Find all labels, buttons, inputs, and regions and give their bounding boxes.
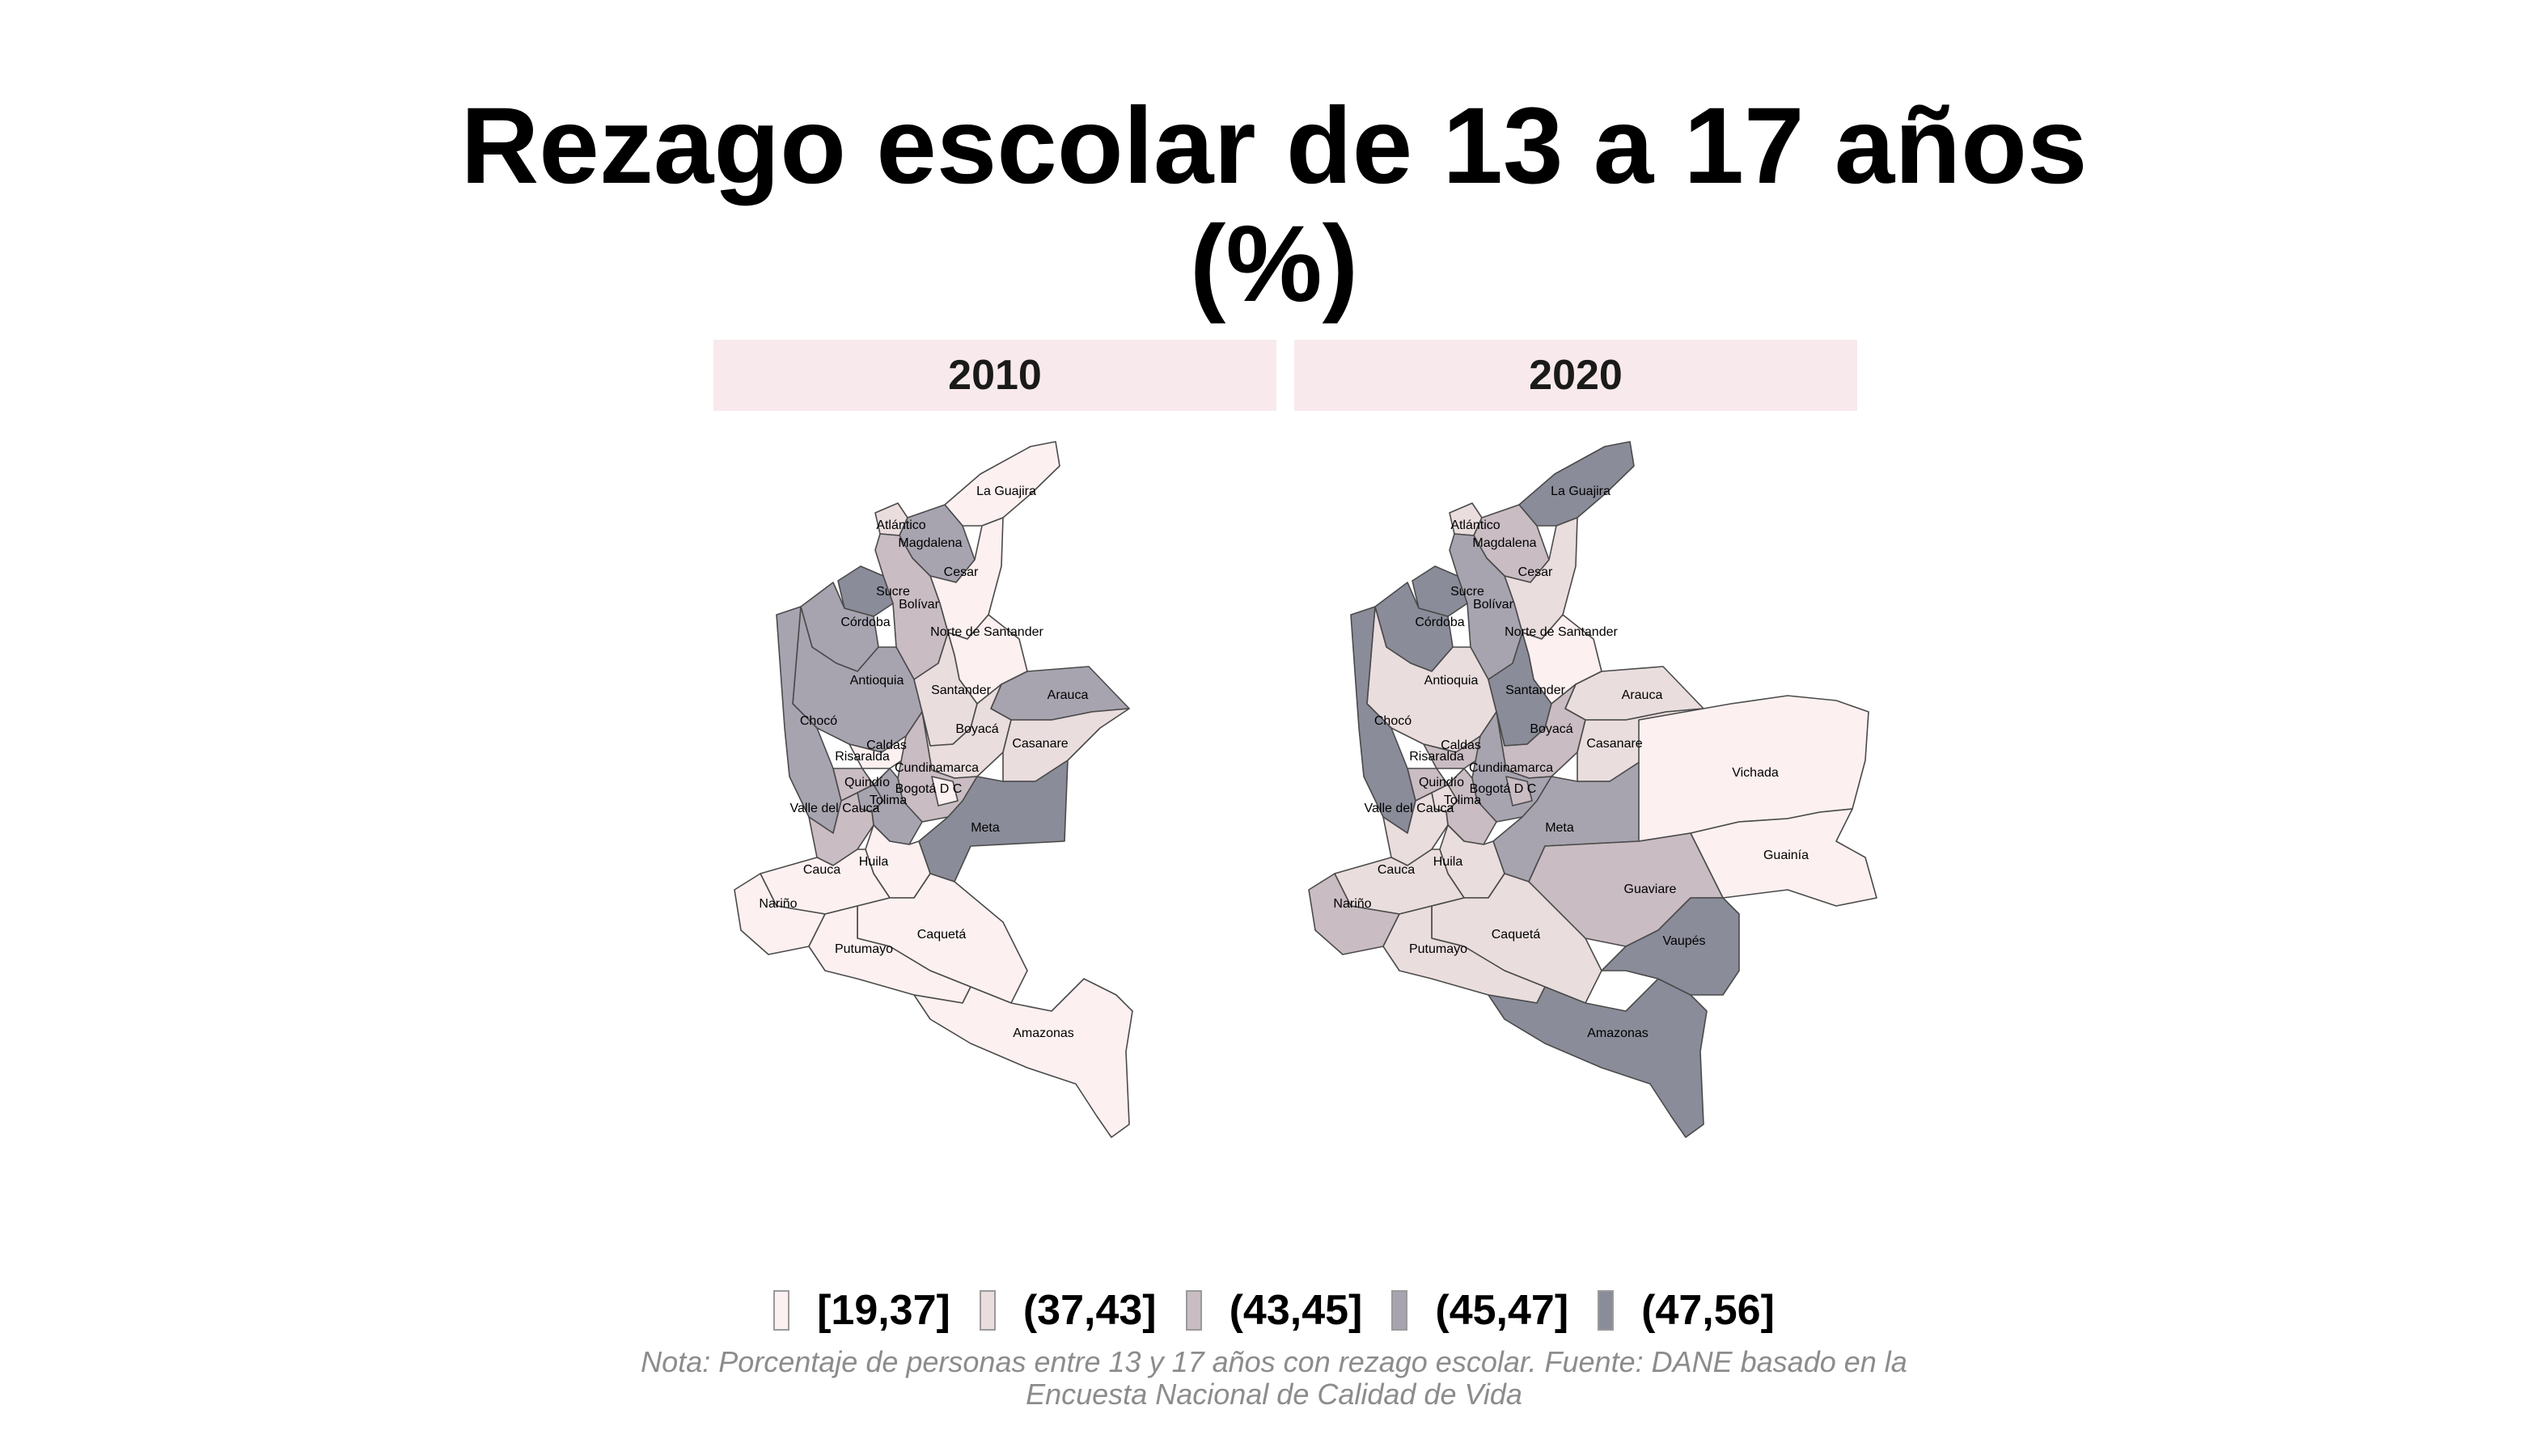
region-label-valle-del-cauca-2010: Valle del Cauca (790, 802, 880, 815)
region-label-antioquia-2020: Antioquia (1424, 674, 1479, 688)
region-label-sucre-2010: Sucre (876, 585, 910, 599)
region-label-cauca-2020: Cauca (1378, 863, 1415, 877)
panel-header-2020: 2020 (1294, 340, 1857, 411)
region-label-quindio-2010: Quindío (844, 776, 890, 789)
region-label-la-guajira-2010: La Guajira (976, 485, 1036, 498)
footnote-line-1: Nota: Porcentaje de personas entre 13 y … (641, 1345, 1907, 1378)
region-label-arauca-2020: Arauca (1622, 688, 1663, 702)
region-casanare-2010 (1002, 708, 1130, 782)
region-label-choco-2010: Chocó (800, 714, 837, 728)
legend-item-2: (37,43] (979, 1286, 1157, 1335)
region-label-amazonas-2010: Amazonas (1013, 1026, 1074, 1040)
map-panel-2010: La GuajiraAtlánticoMagdalenaCesarSucreBo… (734, 441, 1133, 1138)
footnote: Nota: Porcentaje de personas entre 13 y … (0, 1346, 2548, 1411)
region-label-magdalena-2020: Magdalena (1472, 536, 1536, 550)
legend-label-1: [19,37] (817, 1287, 950, 1334)
region-label-caqueta-2020: Caquetá (1492, 928, 1541, 942)
region-label-narino-2010: Nariño (759, 897, 797, 911)
region-label-bolivar-2020: Bolívar (1473, 598, 1513, 612)
chart-title-unit: (%) (1189, 204, 1359, 324)
panel-header-2010: 2010 (713, 340, 1276, 411)
region-label-amazonas-2020: Amazonas (1587, 1026, 1649, 1040)
region-label-risaralda-2020: Risaralda (1409, 750, 1464, 764)
legend-key-1 (773, 1290, 790, 1331)
region-label-cundinamarca-2020: Cundinamarca (1469, 761, 1553, 775)
region-label-putumayo-2010: Putumayo (835, 942, 893, 956)
region-label-boyaca-2010: Boyacá (955, 722, 998, 736)
region-label-cundinamarca-2010: Cundinamarca (895, 761, 979, 775)
region-amazonas-2020 (1488, 978, 1708, 1138)
region-label-atlantico-2020: Atlántico (1450, 518, 1500, 532)
region-label-tolima-2010: Tolima (870, 794, 907, 807)
region-label-santander-2010: Santander (931, 684, 992, 697)
region-label-quindio-2020: Quindío (1419, 776, 1464, 789)
region-label-caqueta-2010: Caquetá (917, 928, 967, 942)
region-label-cesar-2010: Cesar (944, 565, 979, 579)
region-amazonas-2010 (913, 978, 1133, 1138)
region-label-boyaca-2020: Boyacá (1530, 722, 1572, 736)
region-label-cordoba-2010: Córdoba (840, 616, 890, 629)
chart-title: Rezago escolar de 13 a 17 años (460, 86, 2088, 206)
region-label-norte-de-santander-2020: Norte de Santander (1505, 625, 1618, 639)
region-la-guajira-2020 (1518, 441, 1635, 527)
legend-key-3 (1185, 1290, 1202, 1331)
legend-label-4: (45,47] (1435, 1287, 1569, 1334)
region-label-santander-2020: Santander (1505, 684, 1566, 697)
region-label-cesar-2020: Cesar (1518, 565, 1553, 579)
region-label-guaviare-2020: Guaviare (1624, 882, 1677, 896)
region-label-cauca-2010: Cauca (803, 863, 840, 877)
region-label-vichada-2020: Vichada (1732, 766, 1779, 780)
region-putumayo-2020 (1382, 905, 1546, 1004)
legend-item-4: (45,47] (1391, 1286, 1568, 1335)
region-label-bolivar-2010: Bolívar (899, 598, 939, 612)
region-label-antioquia-2010: Antioquia (850, 674, 904, 688)
legend-item-1: [19,37] (773, 1286, 950, 1335)
legend-key-2 (979, 1290, 996, 1331)
region-label-arauca-2010: Arauca (1048, 688, 1089, 702)
footnote-line-2: Encuesta Nacional de Calidad de Vida (1026, 1378, 1522, 1411)
region-label-vaupes-2020: Vaupés (1662, 934, 1705, 948)
region-label-tolima-2020: Tolima (1444, 794, 1481, 807)
region-label-sucre-2020: Sucre (1450, 585, 1484, 599)
region-label-caldas-2020: Caldas (1441, 739, 1481, 752)
legend-key-4 (1391, 1290, 1408, 1331)
region-label-meta-2010: Meta (971, 821, 1000, 835)
region-putumayo-2010 (808, 905, 971, 1004)
region-la-guajira-2010 (944, 441, 1060, 527)
region-label-la-guajira-2020: La Guajira (1551, 485, 1610, 498)
legend: [19,37] (37,43] (43,45] (45,47] (47,56] (0, 1286, 2548, 1335)
region-label-huila-2010: Huila (859, 855, 889, 869)
region-label-caldas-2010: Caldas (866, 739, 907, 752)
region-bogota-d-c-2010 (931, 776, 959, 806)
legend-label-5: (47,56] (1641, 1287, 1775, 1334)
region-guainia-2020 (1690, 808, 1877, 907)
region-label-narino-2020: Nariño (1333, 897, 1371, 911)
map-panel-2020: La GuajiraAtlánticoMagdalenaCesarSucreBo… (1308, 441, 1877, 1138)
region-label-bogota-d-c-2020: Bogotá D C (1470, 782, 1537, 796)
region-label-bogota-d-c-2010: Bogotá D C (895, 782, 963, 796)
region-label-risaralda-2010: Risaralda (835, 750, 890, 764)
region-label-meta-2020: Meta (1545, 821, 1574, 835)
region-bogota-d-c-2020 (1505, 776, 1533, 806)
region-label-atlantico-2010: Atlántico (876, 518, 925, 532)
region-label-guainia-2020: Guainía (1763, 849, 1809, 862)
legend-key-5 (1598, 1290, 1615, 1331)
legend-item-3: (43,45] (1185, 1286, 1363, 1335)
region-label-choco-2020: Chocó (1374, 714, 1412, 728)
region-label-norte-de-santander-2010: Norte de Santander (930, 625, 1043, 639)
region-vaupes-2020 (1601, 897, 1740, 996)
region-label-valle-del-cauca-2020: Valle del Cauca (1365, 802, 1454, 815)
legend-label-3: (43,45] (1229, 1287, 1363, 1334)
region-label-magdalena-2010: Magdalena (898, 536, 962, 550)
region-label-cordoba-2020: Córdoba (1415, 616, 1464, 629)
legend-item-5: (47,56] (1598, 1286, 1775, 1335)
region-label-casanare-2020: Casanare (1586, 737, 1642, 751)
region-label-casanare-2010: Casanare (1012, 737, 1068, 751)
region-label-putumayo-2020: Putumayo (1409, 942, 1467, 956)
legend-label-2: (37,43] (1022, 1287, 1157, 1334)
region-label-huila-2020: Huila (1433, 855, 1463, 869)
